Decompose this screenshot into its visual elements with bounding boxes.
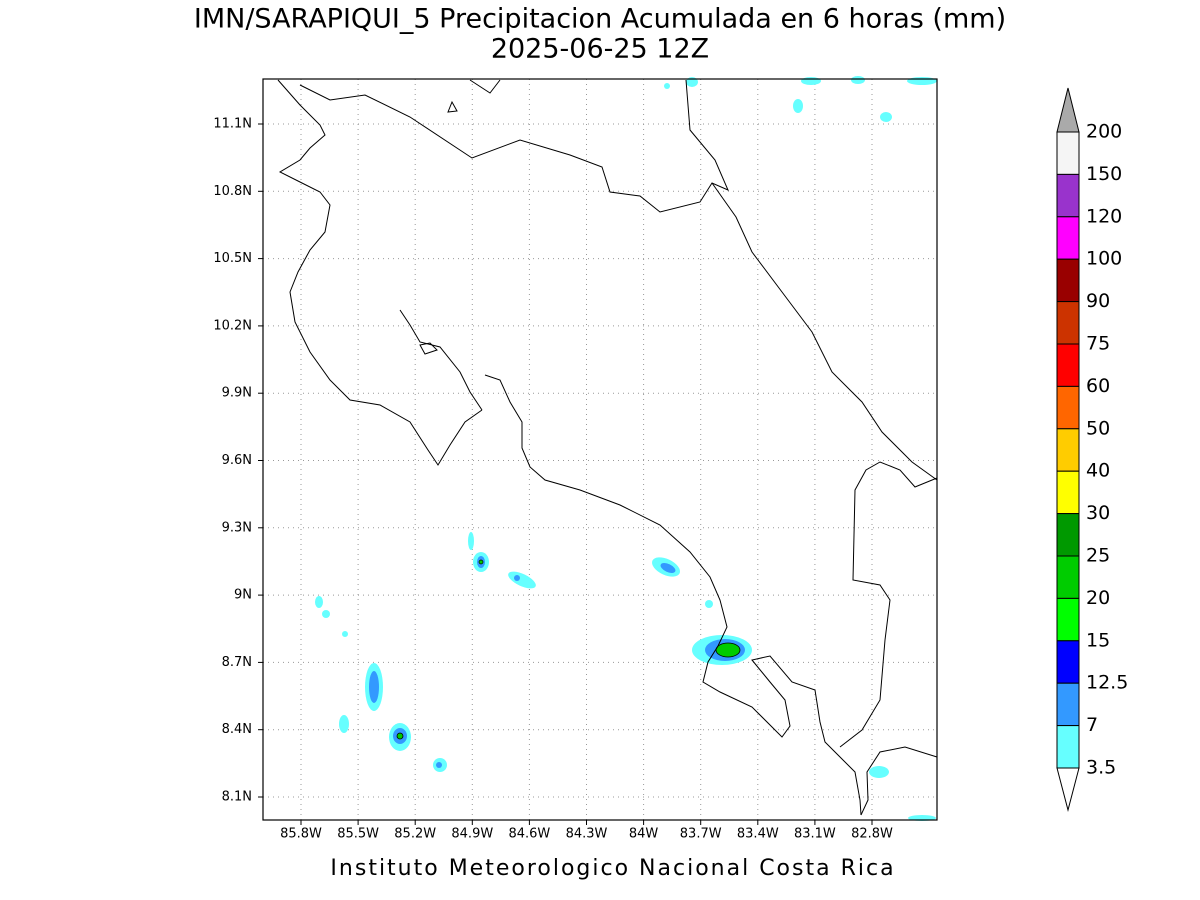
colorbar-label: 12.5	[1086, 672, 1128, 694]
x-tick-label: 84.6W	[508, 827, 550, 842]
colorbar-box	[1056, 343, 1080, 387]
colorbar-label: 50	[1086, 417, 1110, 439]
y-tick-label: 8.1N	[222, 790, 252, 805]
colorbar-box	[1056, 470, 1080, 515]
x-tick-label: 85.2W	[394, 827, 436, 842]
colorbar-over	[1056, 87, 1080, 133]
title: IMN/SARAPIQUI_5 Precipitacion Acumulada …	[194, 4, 1006, 35]
colorbar-box	[1056, 131, 1080, 175]
colorbar-label: 100	[1086, 248, 1122, 270]
colorbar-label: 30	[1086, 502, 1110, 524]
x-tick-label: 85.8W	[280, 827, 322, 842]
colorbar: 200 150 120 100 90 75 60 50 40 30 25 20 15 12.5 7 3.5	[1056, 87, 1128, 812]
colorbar-label: 150	[1086, 163, 1122, 185]
colorbar-box	[1056, 385, 1080, 430]
y-tick-label: 9.3N	[222, 520, 252, 535]
colorbar-box	[1056, 725, 1080, 769]
y-tick-label: 9.9N	[222, 386, 252, 401]
y-tick-label: 11.1N	[213, 117, 252, 132]
x-tick-label: 82.8W	[851, 827, 893, 842]
colorbar-label: 120	[1086, 205, 1122, 227]
x-tick-label: 84.9W	[451, 827, 493, 842]
colorbar-label: 200	[1086, 121, 1122, 143]
x-tick-label: 84W	[629, 827, 659, 842]
y-tick-label: 9N	[234, 588, 252, 603]
colorbar-box	[1056, 682, 1080, 727]
grid	[258, 79, 937, 825]
colorbar-label: 20	[1086, 587, 1110, 609]
colorbar-box	[1056, 428, 1080, 472]
x-tick-label: 83.1W	[794, 827, 836, 842]
colorbar-label: 3.5	[1086, 757, 1116, 779]
y-tick-label: 9.6N	[222, 453, 252, 468]
x-tick-label: 85.5W	[337, 827, 379, 842]
colorbar-label: 7	[1086, 714, 1098, 736]
colorbar-label: 90	[1086, 290, 1110, 312]
colorbar-under	[1056, 767, 1080, 812]
colorbar-label: 60	[1086, 375, 1110, 397]
colorbar-label: 75	[1086, 333, 1110, 355]
colorbar-label: 15	[1086, 629, 1110, 651]
x-tick-label: 83.4W	[737, 827, 779, 842]
colorbar-label: 25	[1086, 545, 1110, 567]
colorbar-box	[1056, 555, 1080, 599]
colorbar-box	[1056, 513, 1080, 557]
colorbar-box	[1056, 173, 1080, 218]
y-tick-label: 10.8N	[213, 184, 252, 199]
x-tick-label: 84.3W	[566, 827, 608, 842]
y-tick-label: 8.7N	[222, 655, 252, 670]
footer: Instituto Meteorologico Nacional Costa R…	[330, 856, 895, 881]
colorbar-box	[1056, 216, 1080, 260]
colorbar-label: 40	[1086, 460, 1110, 482]
colorbar-box	[1056, 597, 1080, 642]
coastline	[277, 79, 938, 816]
subtitle: 2025-06-25 12Z	[491, 34, 709, 65]
colorbar-box	[1056, 258, 1080, 303]
colorbar-box	[1056, 301, 1080, 345]
x-tick-label: 83.7W	[680, 827, 722, 842]
precipitation	[315, 76, 937, 821]
colorbar-box	[1056, 640, 1080, 684]
plot-frame	[262, 78, 938, 821]
y-tick-label: 10.2N	[213, 318, 252, 333]
y-tick-label: 8.4N	[222, 722, 252, 737]
y-tick-label: 10.5N	[213, 251, 252, 266]
